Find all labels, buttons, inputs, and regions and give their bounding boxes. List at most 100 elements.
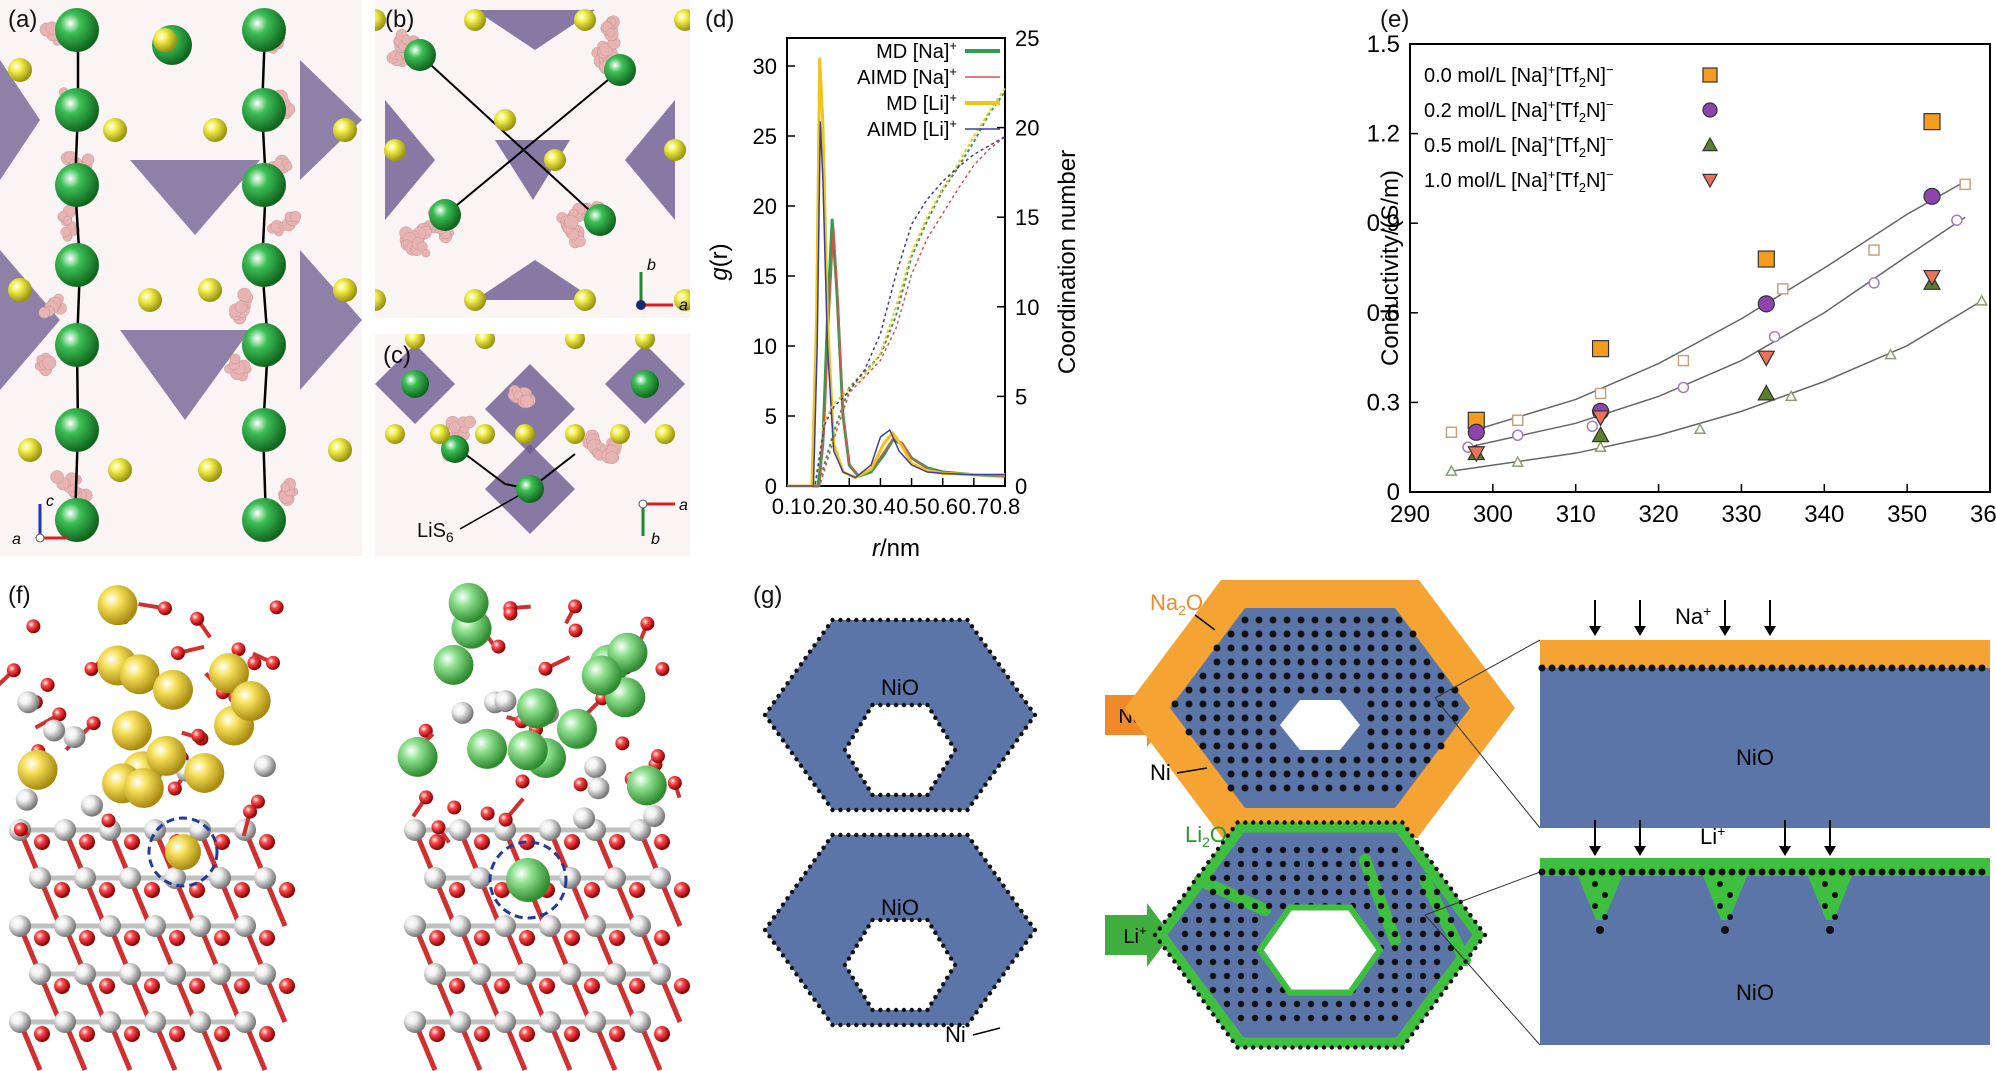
x-tick-label: 0.7 xyxy=(959,494,990,519)
ni-dot xyxy=(816,636,822,642)
ni-dot xyxy=(1223,930,1231,938)
nickel-atom xyxy=(469,867,491,889)
ni-dot xyxy=(1237,874,1245,882)
lithium-atom xyxy=(448,582,489,623)
oxygen-atom xyxy=(34,834,50,850)
ni-dot xyxy=(1463,906,1468,911)
nickel-atom xyxy=(29,867,51,889)
data-point xyxy=(1951,214,1963,226)
ni-dot xyxy=(1668,664,1676,672)
oxygen-atom xyxy=(429,834,445,850)
lithium-atom xyxy=(516,475,544,503)
ni-dot xyxy=(1638,664,1646,672)
ni-dot xyxy=(1269,700,1277,708)
sodium-atom xyxy=(242,408,286,452)
ni-dot xyxy=(862,1022,867,1028)
ni-dot xyxy=(1381,644,1389,652)
ni-dot xyxy=(1377,846,1385,854)
ni-dot xyxy=(1023,940,1029,945)
ni-dot xyxy=(933,832,938,838)
ni-dot xyxy=(1237,944,1245,952)
ni-dot xyxy=(1191,985,1197,991)
ni-dot xyxy=(1443,985,1449,991)
ni-dot xyxy=(1172,906,1177,911)
ni-dot xyxy=(1381,756,1389,764)
data-point xyxy=(1693,422,1707,435)
ni-dot xyxy=(1368,1045,1374,1050)
ni-dot xyxy=(1758,868,1766,876)
ni-label-bottom: Ni xyxy=(945,1022,966,1047)
nickel-atom xyxy=(494,915,516,937)
ni-dot xyxy=(1377,930,1385,938)
ni-dot xyxy=(1195,902,1203,910)
trajectory-blob xyxy=(401,34,412,45)
nickel-atom xyxy=(604,867,626,889)
ni-dot xyxy=(992,769,997,775)
ni-dot xyxy=(1237,1014,1245,1022)
nickel-atom xyxy=(539,1011,561,1033)
ni-dot xyxy=(1437,714,1445,722)
oxygen-atom xyxy=(6,663,21,678)
ni-dot xyxy=(1241,616,1249,624)
sulfur-atom xyxy=(515,424,535,444)
ni-dot xyxy=(1265,1014,1273,1022)
ni-dot xyxy=(771,725,777,730)
ni-dot xyxy=(1255,630,1263,638)
crystal-structure-a xyxy=(0,0,362,556)
sulfur-atom xyxy=(198,278,222,302)
ni-dot xyxy=(1395,756,1403,764)
ni-dot xyxy=(1227,756,1235,764)
ni-dot xyxy=(925,1007,930,1013)
ni-dot xyxy=(1293,860,1301,868)
oxygen-atom xyxy=(519,1026,535,1042)
ni-dot xyxy=(1243,820,1248,825)
nickel-atom xyxy=(209,963,231,985)
ni-dot xyxy=(1283,686,1291,694)
ni-dot xyxy=(1405,902,1413,910)
nickel-atom xyxy=(584,756,607,779)
ni-dot xyxy=(1266,820,1272,825)
ni-dot xyxy=(1241,770,1249,778)
ni-dot xyxy=(862,807,867,813)
oxygen-atom xyxy=(447,800,462,815)
ni-dot xyxy=(1391,846,1399,854)
ni-dot xyxy=(1558,664,1566,672)
ni-dot xyxy=(1325,770,1333,778)
ni-dot xyxy=(1429,1005,1434,1010)
data-point xyxy=(1777,283,1789,295)
sulfur-atom xyxy=(674,9,690,31)
ni-dot xyxy=(944,949,950,955)
oxygen-atom xyxy=(609,1026,625,1042)
ni-dot xyxy=(1758,664,1766,672)
ni-dot xyxy=(1558,868,1566,876)
ni-dot xyxy=(1828,868,1836,876)
oxygen-atom xyxy=(449,882,465,898)
ni-dot xyxy=(854,767,859,772)
oxygen-atom xyxy=(144,978,160,994)
ni-dot xyxy=(1381,770,1389,778)
ni-dot xyxy=(1225,833,1230,838)
ni-dot xyxy=(1157,926,1163,931)
ni-dot xyxy=(870,792,875,798)
ni-dot xyxy=(1349,846,1357,854)
y2-tick-label: 20 xyxy=(1015,116,1039,141)
ni-dot xyxy=(1019,908,1024,914)
ni-dot xyxy=(1410,833,1415,838)
ni-dot xyxy=(1377,972,1385,980)
trajectory-blob xyxy=(41,355,57,370)
ni-dot xyxy=(1698,664,1706,672)
data-point xyxy=(1702,102,1718,118)
ni-dot xyxy=(1028,921,1033,926)
ni-dot xyxy=(1381,672,1389,680)
ni-dot xyxy=(917,807,923,813)
ni-dot xyxy=(1391,1000,1399,1008)
ni-dot xyxy=(925,792,930,798)
ni-dot xyxy=(1223,916,1231,924)
ni-dot xyxy=(885,832,891,838)
nickel-atom xyxy=(539,819,561,841)
ni-dot xyxy=(1213,700,1221,708)
ni-dot xyxy=(1717,903,1723,909)
ni-dot xyxy=(1858,664,1866,672)
ni-dot xyxy=(893,792,899,798)
ni-dot xyxy=(1269,728,1277,736)
